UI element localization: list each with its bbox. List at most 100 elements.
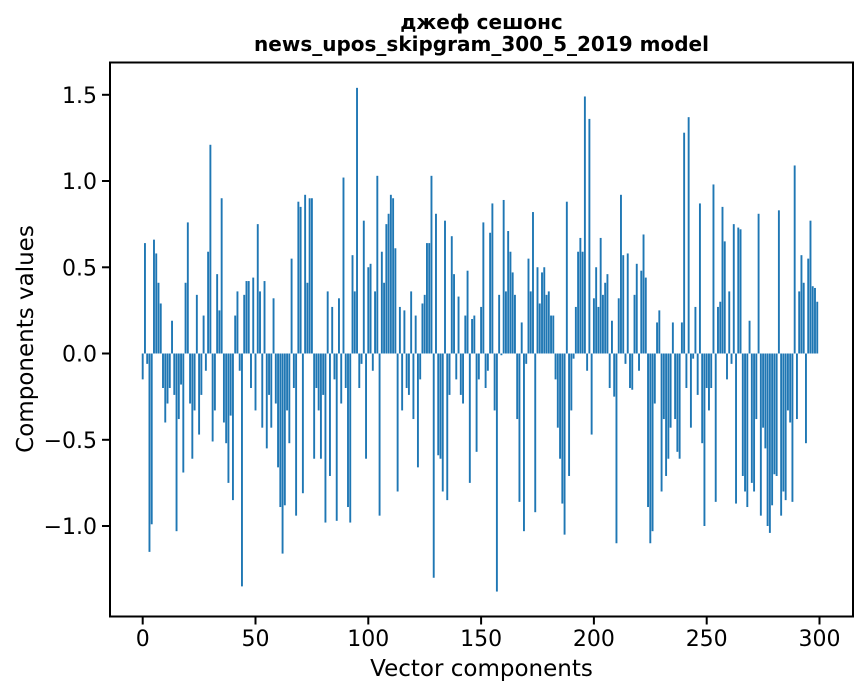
bar-234 — [669, 353, 672, 428]
bar-200 — [592, 298, 595, 354]
bar-129 — [432, 353, 435, 578]
bar-294 — [805, 353, 807, 444]
x-tick-label-6: 300 — [799, 627, 841, 652]
bar-266 — [741, 353, 744, 476]
bar-167 — [518, 353, 521, 502]
bar-171 — [527, 258, 530, 354]
bar-181 — [550, 315, 552, 354]
bar-209 — [613, 353, 616, 397]
bar-76 — [313, 353, 316, 459]
bar-126 — [426, 243, 428, 354]
bar-68 — [295, 353, 298, 516]
bar-278 — [768, 353, 771, 533]
bar-23 — [193, 353, 196, 411]
bar-162 — [507, 231, 510, 354]
bar-258 — [723, 241, 726, 354]
bar-207 — [608, 353, 611, 388]
bar-219 — [635, 263, 638, 354]
bar-241 — [685, 353, 688, 388]
bar-16 — [177, 353, 180, 420]
bar-7 — [157, 282, 160, 354]
bar-84 — [331, 306, 334, 354]
bar-174 — [534, 353, 537, 513]
bar-80 — [322, 353, 325, 395]
bar-299 — [816, 301, 819, 354]
bar-123 — [419, 353, 422, 380]
bar-110 — [389, 194, 392, 354]
bar-287 — [789, 353, 792, 423]
bar-37 — [225, 353, 228, 444]
bar-115 — [401, 353, 404, 411]
bar-57 — [270, 353, 273, 428]
bar-149 — [477, 353, 480, 380]
bar-192 — [574, 306, 577, 354]
bar-188 — [565, 201, 568, 354]
bar-14 — [173, 353, 176, 395]
bar-10 — [164, 353, 167, 423]
bar-184 — [556, 353, 559, 428]
bar-271 — [753, 353, 756, 492]
bar-1 — [144, 243, 146, 354]
bar-4 — [150, 353, 153, 525]
bar-49 — [252, 277, 255, 354]
bar-146 — [471, 319, 474, 354]
bar-54 — [263, 281, 266, 354]
bar-75 — [310, 198, 313, 354]
bar-252 — [710, 353, 713, 388]
bar-202 — [597, 306, 600, 354]
bar-106 — [380, 251, 383, 354]
bar-27 — [202, 315, 205, 354]
y-tick-label-3: 0.5 — [62, 256, 97, 281]
bar-60 — [277, 353, 280, 468]
bar-160 — [502, 199, 505, 354]
bar-134 — [444, 220, 446, 354]
bar-62 — [281, 353, 284, 554]
bar-63 — [283, 353, 286, 506]
bar-150 — [480, 306, 483, 354]
bar-141 — [459, 353, 462, 395]
bar-128 — [430, 175, 433, 354]
bar-261 — [730, 353, 733, 364]
bar-86 — [335, 353, 338, 521]
bar-173 — [532, 212, 534, 354]
bar-265 — [739, 229, 742, 354]
bar-217 — [631, 353, 634, 390]
bar-185 — [559, 353, 562, 459]
bar-154 — [489, 232, 492, 354]
bar-293 — [802, 282, 805, 354]
bar-283 — [780, 353, 783, 516]
x-axis-label: Vector components — [370, 656, 593, 682]
bar-17 — [180, 353, 182, 385]
bar-111 — [392, 198, 395, 354]
bar-120 — [412, 353, 415, 420]
bar-99 — [365, 353, 367, 459]
bar-231 — [662, 353, 665, 420]
bar-279 — [771, 353, 774, 506]
bar-144 — [466, 270, 469, 354]
bar-72 — [304, 194, 307, 354]
bar-142 — [462, 353, 464, 404]
bar-43 — [238, 353, 241, 371]
bar-71 — [301, 353, 304, 494]
bar-180 — [547, 291, 550, 354]
bar-230 — [660, 353, 663, 492]
bar-137 — [450, 236, 453, 354]
bar-100 — [367, 267, 370, 354]
y-axis-label: Components values — [13, 225, 39, 453]
bar-193 — [577, 251, 580, 354]
bar-187 — [563, 353, 566, 535]
bar-79 — [319, 353, 322, 459]
bar-153 — [486, 353, 489, 371]
chart-title-line2: news_upos_skipgram_300_5_2019 model — [254, 32, 709, 56]
bar-240 — [683, 132, 686, 354]
bar-264 — [737, 227, 740, 354]
bar-127 — [428, 243, 431, 354]
bar-69 — [297, 201, 300, 354]
bar-165 — [513, 294, 516, 354]
bar-3 — [148, 353, 151, 552]
bar-102 — [371, 353, 374, 371]
bar-53 — [261, 353, 264, 428]
bar-218 — [633, 294, 636, 354]
bar-70 — [299, 206, 302, 354]
bar-273 — [757, 213, 760, 354]
